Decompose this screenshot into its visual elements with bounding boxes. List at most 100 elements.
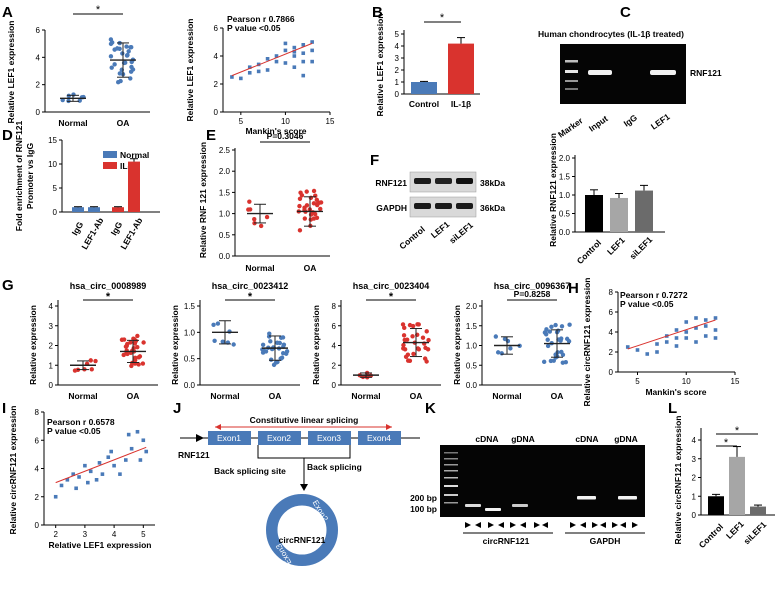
dot-point (502, 336, 508, 342)
dot-point (545, 337, 550, 342)
dot-point (304, 203, 310, 208)
l-sig-1: * (724, 437, 729, 449)
h-ytick-label: 2 (609, 348, 614, 357)
i-point (126, 432, 131, 437)
g-ytick-label: 3 (49, 322, 54, 331)
a-scatter-trend-line (231, 42, 313, 77)
l-bar (708, 496, 724, 515)
a-group-normal: Normal (58, 118, 87, 128)
l-cat-silef1: siLEF1 (741, 519, 768, 546)
dot-point (117, 71, 123, 76)
i-point (97, 461, 102, 465)
a-scatter-ytick-label: 4 (214, 52, 219, 61)
b-ytick-label: 1 (395, 78, 400, 87)
dot-point (314, 197, 320, 203)
dot-point (112, 47, 117, 52)
dot-point (212, 338, 217, 343)
h-pvalue: P value <0.05 (620, 299, 674, 309)
i-point (77, 475, 81, 479)
dot-point (410, 323, 416, 329)
b-ytick-label: 2 (395, 66, 400, 75)
c-lane-input: Input (587, 113, 610, 133)
e-group-normal: Normal (245, 263, 274, 273)
a-pearson: Pearson r 0.7866 (227, 14, 295, 24)
h-point (694, 326, 698, 330)
dot-point (493, 334, 499, 339)
a-scatter-point (301, 51, 306, 55)
d-y-label-2: Promoter vs IgG (25, 143, 35, 210)
h-point (664, 340, 669, 344)
g-ytick-label: 0.5 (466, 361, 478, 370)
l-cat-control: Control (697, 522, 725, 550)
i-point (94, 478, 99, 482)
j-exon1 (208, 431, 251, 445)
dot-point (263, 349, 269, 354)
a-scatter-point (310, 40, 314, 44)
c-band-lef1 (650, 70, 676, 75)
a-scatter-point (283, 41, 288, 46)
j-backsplicing: Back splicing (307, 462, 362, 472)
h-point (674, 328, 679, 332)
i-point (71, 472, 76, 476)
panel-label-c: C (620, 4, 631, 21)
dot-point (564, 336, 570, 342)
dot-point (407, 358, 413, 363)
dot-point (124, 44, 129, 49)
dot-point (133, 357, 138, 363)
panel-k-gel (440, 445, 645, 517)
d-bar (128, 161, 140, 212)
i-point (129, 446, 134, 451)
dot-point (123, 344, 129, 349)
i-point (138, 458, 143, 462)
d-cat-igg-2: IgG (109, 220, 125, 238)
panel-label-h: H (568, 280, 579, 297)
f-y-label: Relative RNF121 expression (548, 133, 558, 247)
d-legend-il1b-swatch (103, 162, 117, 169)
j-gene: RNF121 (178, 450, 210, 460)
f-bar-cat-lef1: LEF1 (605, 235, 627, 257)
b-y-label: Relative LEF1 expression (375, 14, 385, 117)
k-primer-arrows (465, 522, 638, 528)
a-group-oa: OA (117, 118, 130, 128)
g-group-oa: OA (269, 391, 282, 401)
dot-point (264, 214, 270, 220)
panel-label-k: K (425, 400, 436, 417)
g-plot-stat: * (248, 291, 253, 303)
e-y-label: Relative RNF 121 expression (198, 142, 208, 258)
a-scatter-ytick-label: 2 (214, 80, 219, 89)
i-point (74, 486, 78, 491)
dot-point (405, 352, 411, 357)
a-ytick-label: 6 (36, 26, 41, 35)
dot-point (415, 346, 421, 351)
dot-point (128, 76, 133, 81)
l-bar (729, 456, 745, 515)
a-scatter-y-label: Relative LEF1 expression (185, 19, 195, 122)
i-trend-line (55, 446, 147, 484)
dot-point (549, 324, 554, 330)
dot-point (415, 322, 420, 327)
j-circ-ring (266, 494, 338, 566)
g-plot-stat: * (389, 291, 394, 303)
b-bar (411, 82, 437, 94)
h-point (694, 340, 698, 344)
i-xtick-label: 5 (141, 530, 146, 539)
d-cat-lef1ab-1: LEF1-Ab (79, 216, 105, 251)
dot-point (311, 201, 317, 206)
c-title: Human chondrocytes (IL-1β treated) (538, 29, 684, 39)
h-point (703, 334, 708, 338)
a-scatter-ytick-label: 6 (214, 24, 219, 33)
panel-l-bar-chart: 0 1 2 3 4 Relative circRNF121 expression * *… (673, 416, 775, 550)
dot-point (125, 351, 130, 357)
h-y-label: Relative circRNF121 expression (582, 278, 592, 407)
a-scatter-point (265, 57, 270, 61)
f-bar (635, 190, 653, 232)
dot-point (268, 357, 274, 362)
b-ytick-label: 0 (395, 90, 400, 99)
f-band-gapdh: GAPDH (376, 203, 407, 213)
f-size-rnf121: 38kDa (480, 178, 505, 188)
j-linear-label: Constitutive linear splicing (250, 415, 359, 425)
dot-point (108, 37, 114, 42)
panel-b-bar-chart: 0 1 2 3 4 5 Relative LEF1 expression * Contro… (375, 12, 480, 117)
h-xtick-label: 10 (682, 377, 691, 386)
dot-point (141, 340, 146, 345)
